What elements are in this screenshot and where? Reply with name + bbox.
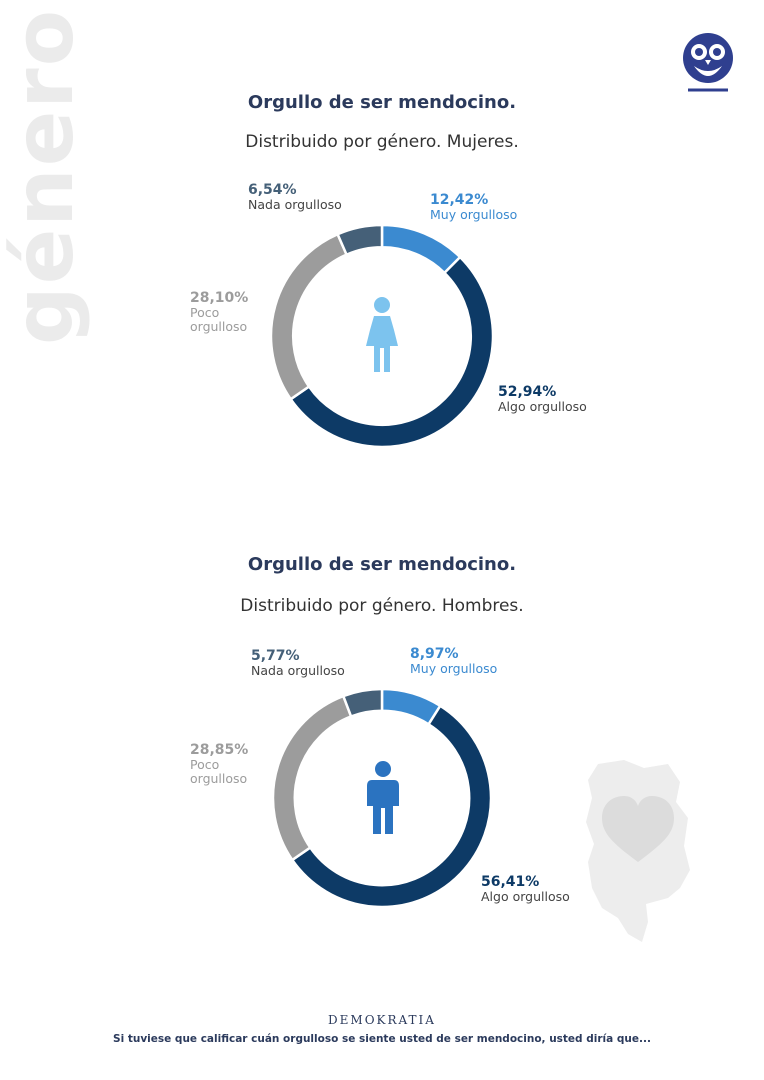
category-label: Algo orgulloso: [498, 399, 587, 414]
label-muy-men: 8,97% Muy orgulloso: [410, 646, 550, 676]
category-label: Poco orgulloso: [190, 305, 248, 334]
label-poco-women: 28,10% Poco orgulloso: [190, 290, 260, 334]
value-label: 8,97%: [410, 646, 459, 662]
brand-wordmark: DEMOKRATIA: [328, 1013, 436, 1027]
woman-icon: [366, 297, 398, 372]
chart-title-women: Orgullo de ser mendocino.: [247, 92, 517, 113]
value-label: 28,85%: [190, 742, 249, 758]
chart-title-men: Orgullo de ser mendocino.: [247, 554, 517, 575]
category-label: Poco orgulloso: [190, 757, 248, 786]
man-icon: [367, 761, 399, 834]
value-label: 52,94%: [498, 384, 557, 400]
value-label: 6,54%: [248, 182, 297, 198]
value-label: 28,10%: [190, 290, 249, 306]
category-label: Nada orgulloso: [251, 663, 345, 678]
slice-nada-orgulloso: [341, 688, 384, 719]
label-nada-women: 6,54% Nada orgulloso: [248, 182, 388, 212]
category-label: Algo orgulloso: [481, 889, 570, 904]
label-nada-men: 5,77% Nada orgulloso: [251, 648, 391, 678]
value-label: 5,77%: [251, 648, 300, 664]
side-section-label: género: [0, 7, 92, 345]
label-poco-men: 28,85% Poco orgulloso: [190, 742, 260, 786]
chart-subtitle-men: Distribuido por género. Hombres.: [240, 596, 524, 616]
slice-muy-orgulloso: [380, 224, 462, 275]
label-algo-women: 52,94% Algo orgulloso: [498, 384, 638, 414]
chart-subtitle-women: Distribuido por género. Mujeres.: [245, 132, 519, 152]
label-algo-men: 56,41% Algo orgulloso: [481, 874, 621, 904]
donut-chart-women: [270, 224, 494, 448]
owl-logo-icon: [683, 33, 733, 92]
survey-question-footnote: Si tuviese que calificar cuán orgulloso …: [113, 1033, 651, 1045]
category-label: Nada orgulloso: [248, 197, 342, 212]
donut-chart-men: [272, 688, 492, 908]
slice-poco-orgulloso: [272, 694, 353, 862]
slice-algo-orgulloso: [290, 704, 492, 908]
label-muy-women: 12,42% Muy orgulloso: [430, 192, 570, 222]
category-label: Muy orgulloso: [430, 207, 518, 222]
slice-poco-orgulloso: [270, 232, 349, 401]
category-label: Muy orgulloso: [410, 661, 498, 676]
value-label: 56,41%: [481, 874, 540, 890]
value-label: 12,42%: [430, 192, 489, 208]
mendoza-heart-map-icon: [586, 760, 690, 942]
slice-nada-orgulloso: [336, 224, 384, 257]
slice-algo-orgulloso: [289, 255, 494, 448]
